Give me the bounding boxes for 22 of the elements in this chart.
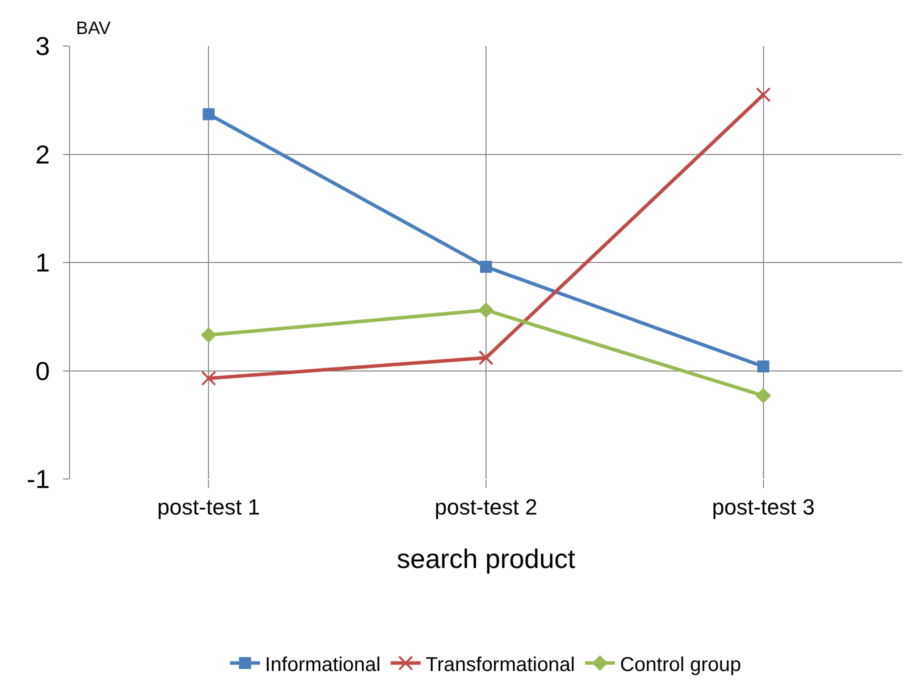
point	[200, 327, 216, 343]
point	[478, 302, 494, 318]
y-tick-label: 3	[35, 31, 50, 62]
x-tick-label: post-test 1	[157, 494, 260, 520]
point	[757, 360, 770, 372]
y-tick-label: 1	[35, 248, 50, 278]
x-tick-label: post-test 2	[434, 494, 538, 520]
y-tick-label: -1	[26, 464, 50, 494]
x-tick-label: post-test 3	[712, 494, 815, 520]
x-axis-title: search product	[396, 544, 576, 574]
legend-label: Control group	[620, 654, 742, 676]
y-tick-label: 2	[35, 139, 50, 170]
point	[202, 108, 215, 120]
point	[756, 87, 771, 102]
legend-label: Transformational	[426, 654, 575, 676]
y-axis-title: BAV	[76, 18, 111, 38]
point	[756, 388, 772, 404]
point	[201, 370, 216, 386]
legend-label: Informational	[265, 654, 381, 676]
point	[478, 350, 494, 366]
y-tick-label: 0	[35, 356, 50, 386]
point	[480, 260, 492, 273]
